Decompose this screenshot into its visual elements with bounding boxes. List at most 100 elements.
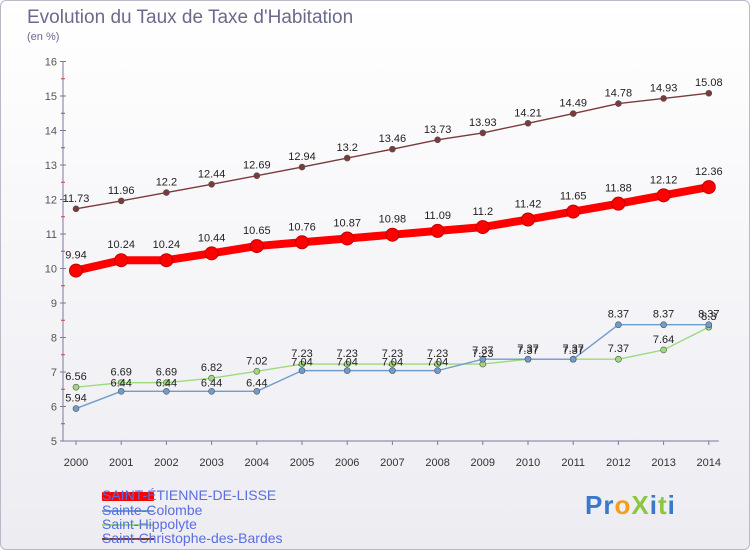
data-point xyxy=(656,188,671,203)
data-point xyxy=(159,253,174,268)
data-point xyxy=(208,388,215,395)
data-label: 10.98 xyxy=(379,214,407,226)
data-label: 11.88 xyxy=(605,183,632,195)
series-layer xyxy=(69,89,716,412)
data-point xyxy=(163,379,170,386)
data-label: 14.78 xyxy=(605,88,633,100)
data-label: 6.82 xyxy=(201,362,222,374)
data-label: 7.64 xyxy=(653,334,674,346)
data-point xyxy=(615,355,622,363)
y-tick-label: 12 xyxy=(45,195,57,207)
x-tick-label: 2010 xyxy=(516,457,540,469)
y-tick-label: 15 xyxy=(45,91,57,103)
data-point xyxy=(660,95,667,102)
data-point xyxy=(340,231,355,246)
logo-letter: o xyxy=(614,490,632,520)
data-label: 10.87 xyxy=(333,217,361,229)
data-point xyxy=(298,163,306,171)
data-point xyxy=(705,89,713,97)
data-point xyxy=(249,239,264,254)
data-point xyxy=(611,196,626,211)
data-label: 7.23 xyxy=(291,348,312,360)
data-label: 6.44 xyxy=(156,377,177,389)
logo-letter: t xyxy=(657,490,668,520)
y-tick-label: 5 xyxy=(51,436,57,448)
data-label: 10.24 xyxy=(107,239,135,251)
data-point xyxy=(475,220,490,235)
data-point xyxy=(434,367,441,374)
data-labels-layer: 9.94 10.24 10.24 10.44 10.65 10.76 10.87 10.98 1… xyxy=(63,77,723,404)
legend-swatch-0 xyxy=(102,492,154,501)
data-point xyxy=(204,246,219,261)
x-tick-label: 2011 xyxy=(561,457,585,469)
y-tick-label: 8 xyxy=(51,333,57,345)
logo-letter: r xyxy=(603,490,615,520)
data-point xyxy=(72,205,80,213)
y-tick-label: 7 xyxy=(51,367,57,379)
data-label: 7.04 xyxy=(382,357,403,369)
data-label: 7.37 xyxy=(562,343,583,355)
data-point xyxy=(72,383,80,391)
data-label: 11.2 xyxy=(473,206,494,218)
data-point xyxy=(253,368,261,375)
data-point xyxy=(524,119,532,127)
y-tick-label: 6 xyxy=(51,402,57,414)
data-point xyxy=(253,172,261,179)
data-point xyxy=(117,379,125,386)
data-label: 9.94 xyxy=(65,250,86,262)
legend-label-1: Sainte-Colombe xyxy=(102,502,203,518)
data-point xyxy=(343,154,351,162)
x-tick-label: 2012 xyxy=(606,457,630,469)
x-tick-label: 2001 xyxy=(109,457,133,469)
y-tick-label: 13 xyxy=(45,160,57,172)
data-point xyxy=(430,223,445,238)
x-tick-label: 2003 xyxy=(199,457,223,469)
data-point xyxy=(524,355,532,363)
y-tick-label: 14 xyxy=(45,126,57,138)
data-label: 12.36 xyxy=(695,166,723,178)
data-point xyxy=(343,360,351,368)
data-label: 13.2 xyxy=(336,142,357,154)
data-point xyxy=(566,204,581,219)
data-label: 10.65 xyxy=(243,225,271,237)
data-label: 13.73 xyxy=(424,124,452,136)
data-label: 7.37 xyxy=(517,345,538,357)
data-point xyxy=(163,388,170,395)
data-point xyxy=(69,263,83,278)
x-tick-label: 2007 xyxy=(380,457,404,469)
data-point xyxy=(298,360,306,368)
logo-letter: i xyxy=(649,490,658,520)
proxiti-logo: ProXiti xyxy=(585,490,676,521)
data-label: 7.37 xyxy=(472,345,493,357)
logo-letter: P xyxy=(585,490,604,520)
data-label: 7.23 xyxy=(336,348,357,360)
data-point xyxy=(521,212,535,227)
x-tick-label: 2000 xyxy=(64,457,88,469)
y-tick-label: 11 xyxy=(46,229,57,241)
data-point xyxy=(705,321,713,329)
data-label: 7.23 xyxy=(382,348,403,360)
data-label: 12.94 xyxy=(288,151,316,163)
y-tick-label: 16 xyxy=(45,57,57,69)
chart-axes: 5 6 7 8 9 10 11 12 13 14 15 16 2000 2001 2002 2003 2004 2… xyxy=(45,57,721,470)
data-label: 7.23 xyxy=(472,348,493,360)
data-point xyxy=(479,129,487,137)
data-point xyxy=(660,346,667,354)
data-point xyxy=(389,145,396,153)
data-label: 10.76 xyxy=(288,221,316,233)
chart-title: Evolution du Taux de Taxe d'Habitation xyxy=(27,7,354,28)
data-point xyxy=(615,100,622,107)
data-label: 6.44 xyxy=(110,377,131,389)
x-tick-label: 2013 xyxy=(651,457,675,469)
data-label: 12.12 xyxy=(650,174,678,186)
data-label: 7.37 xyxy=(562,345,583,357)
legend-label-3: Saint-Christophe-des-Bardes xyxy=(102,530,283,546)
data-label: 7.37 xyxy=(517,343,538,355)
data-label: 14.93 xyxy=(650,82,678,94)
data-label: 12.69 xyxy=(243,160,271,172)
data-point xyxy=(479,355,487,363)
x-tick-label: 2004 xyxy=(245,457,269,469)
data-point xyxy=(117,197,125,205)
